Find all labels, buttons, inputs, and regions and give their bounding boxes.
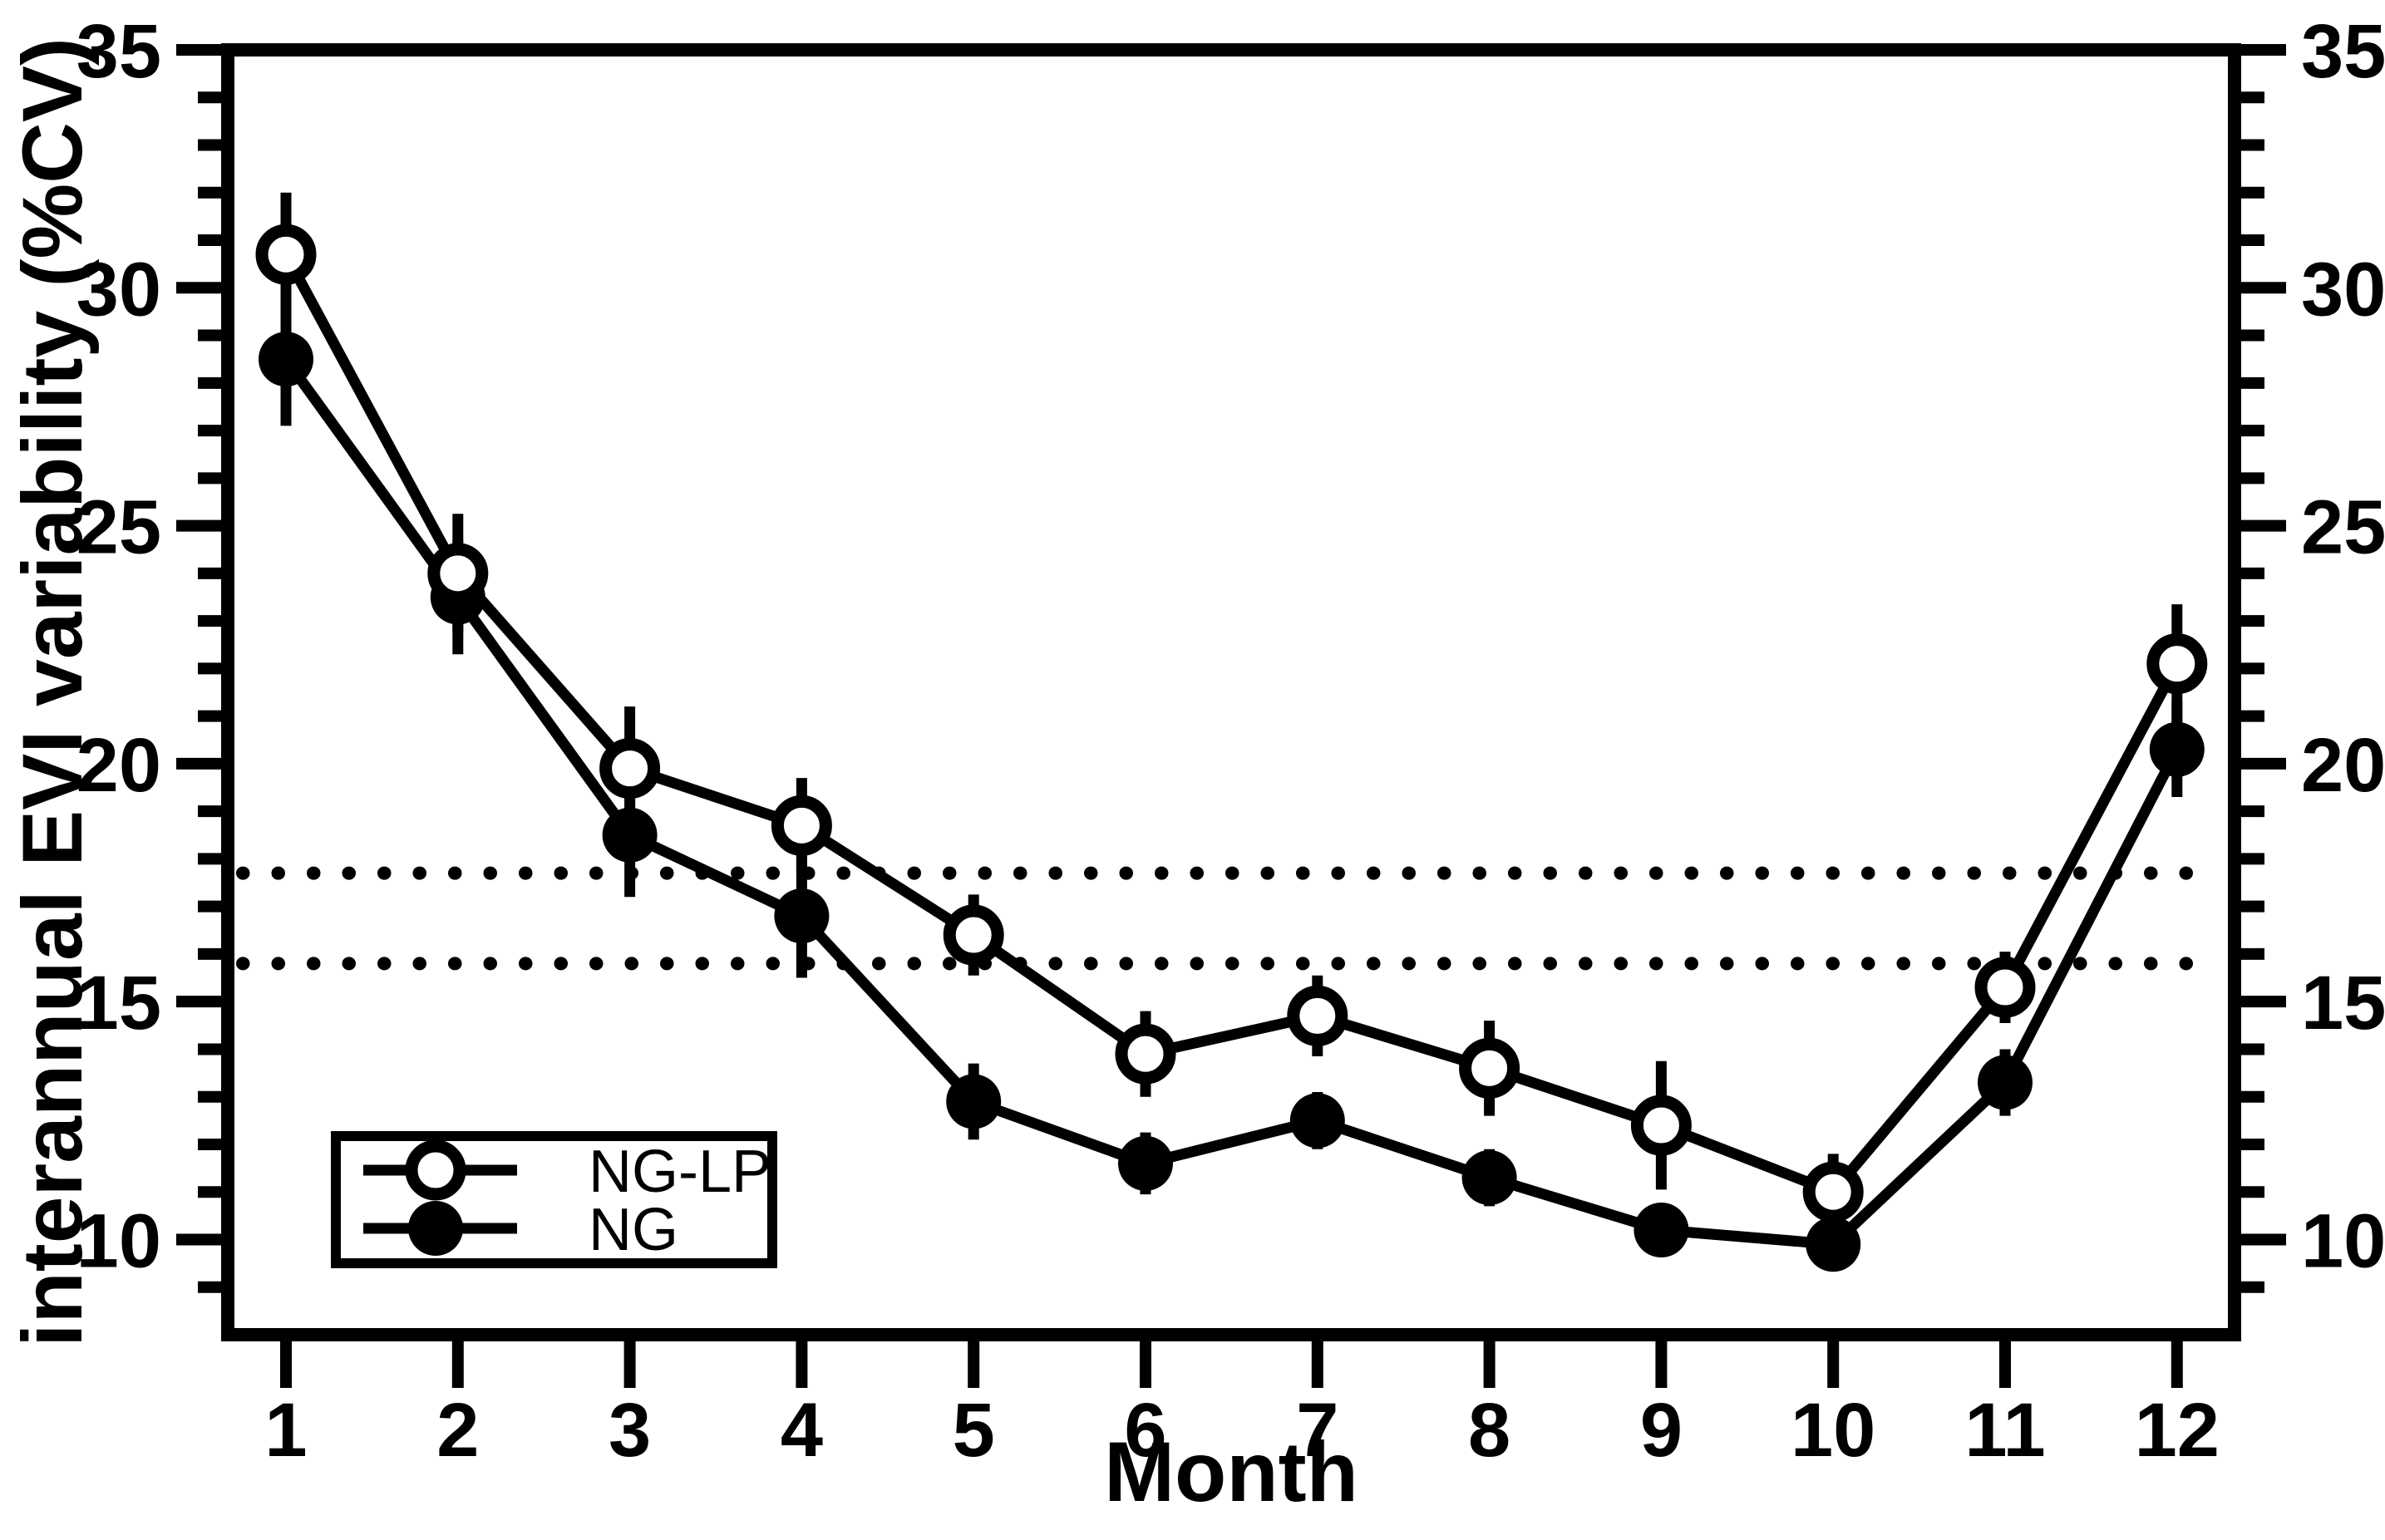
y-tick-label-right: 15 (2301, 961, 2385, 1046)
data-point-ng (1978, 1055, 2033, 1110)
x-tick-label: 9 (1640, 1388, 1683, 1473)
data-point-ng-lp (1974, 957, 2036, 1018)
legend-marker-open-circle (405, 1139, 466, 1201)
data-point-ng-lp (255, 224, 317, 285)
y-tick-label-left: 35 (76, 9, 161, 94)
data-point-ng-lp (1287, 985, 1348, 1046)
y-tick-label-left: 15 (76, 961, 161, 1046)
data-point-ng (259, 332, 313, 387)
x-tick-label: 7 (1296, 1388, 1338, 1473)
x-tick-label: 8 (1468, 1388, 1510, 1473)
x-tick-label: 12 (2135, 1388, 2220, 1473)
data-point-ng-lp (599, 738, 661, 800)
data-point-ng (1461, 1150, 1517, 1206)
x-tick-label: 2 (436, 1388, 479, 1473)
x-tick-label: 5 (953, 1388, 995, 1473)
data-point-ng (2149, 721, 2205, 777)
plot-border (221, 43, 2241, 1341)
y-tick-label-right: 10 (2301, 1198, 2385, 1283)
x-tick-label: 11 (1964, 1388, 2045, 1473)
data-point-ng (1118, 1135, 1173, 1191)
x-tick-label: 3 (609, 1388, 651, 1473)
x-tick-label: 1 (264, 1388, 307, 1473)
x-tick-label: 4 (781, 1388, 823, 1473)
y-tick-label-left: 20 (76, 723, 161, 808)
data-point-ng (1806, 1217, 1861, 1272)
x-axis-title: Month (1104, 1424, 1358, 1519)
legend-item-label: NG-LP (589, 1139, 771, 1205)
data-point-ng-lp (1802, 1161, 1864, 1223)
data-point-ng-lp (943, 904, 1004, 966)
y-tick-label-left: 30 (76, 247, 161, 332)
x-tick-label: 6 (1124, 1388, 1166, 1473)
data-point-ng-lp (2146, 633, 2208, 695)
series-line-ng (281, 356, 2182, 1250)
error-bars-layer (280, 192, 2183, 1271)
series-lines-layer (281, 252, 2182, 1250)
y-tick-label-right: 30 (2301, 247, 2385, 332)
y-tick-label-right: 35 (2301, 9, 2385, 94)
data-point-ng (602, 807, 658, 863)
data-point-ng-lp (1459, 1037, 1520, 1099)
data-point-ng (1289, 1093, 1345, 1149)
y-tick-label-right: 20 (2301, 723, 2385, 808)
legend-marker-filled-circle (408, 1201, 463, 1256)
series-line-ng-lp (281, 252, 2182, 1198)
data-point-ng (1634, 1203, 1689, 1258)
data-point-ng-lp (427, 543, 489, 604)
reference-lines-layer (236, 866, 2226, 971)
data-point-ng (774, 888, 830, 944)
x-tick-label: 10 (1791, 1388, 1875, 1473)
y-tick-label-right: 25 (2301, 485, 2385, 570)
y-tick-label-left: 10 (76, 1198, 161, 1283)
data-points-layer (255, 224, 2208, 1272)
data-point-ng-lp (771, 795, 832, 856)
data-point-ng-lp (1115, 1023, 1176, 1085)
data-point-ng-lp (1630, 1095, 1692, 1156)
y-axis-title: interannual EVI variability (%CV) (5, 37, 100, 1347)
data-point-ng (946, 1074, 1002, 1129)
y-tick-label-left: 25 (76, 485, 161, 570)
legend-item-label: NG (589, 1197, 678, 1263)
